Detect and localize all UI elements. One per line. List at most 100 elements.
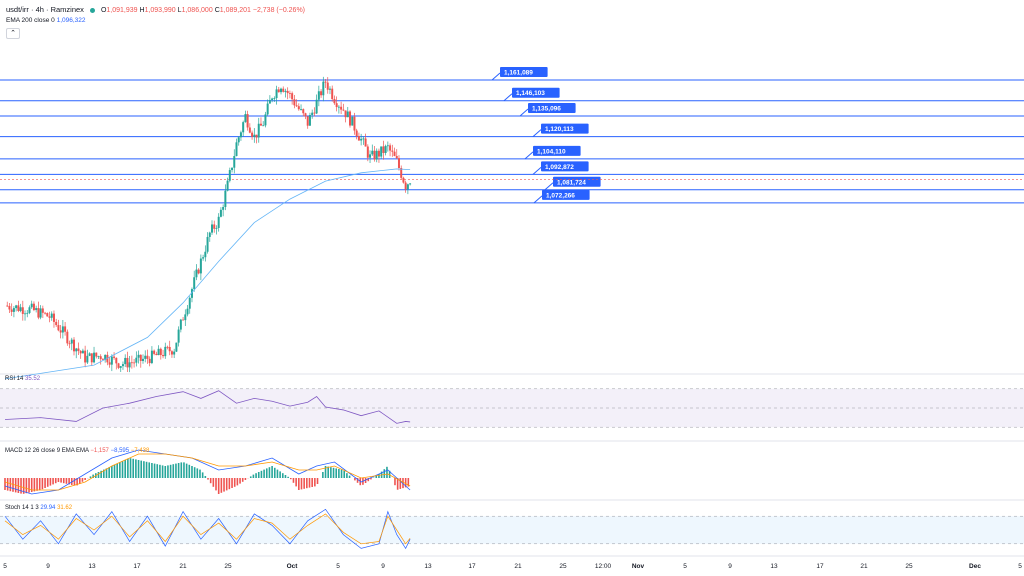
candle-body — [228, 170, 231, 181]
macd-histogram-bar — [161, 465, 164, 478]
candle-body — [157, 348, 160, 356]
candle-body — [99, 356, 102, 360]
x-tick-label: 21 — [860, 563, 868, 570]
candle-body — [213, 224, 216, 229]
candle-body — [404, 182, 407, 190]
candle-body — [304, 113, 307, 117]
x-tick-label: 25 — [905, 563, 913, 570]
macd-histogram-bar — [217, 478, 220, 494]
low-value: 1,086,000 — [181, 7, 213, 14]
candle-body — [275, 89, 278, 99]
macd-histogram-bar — [348, 475, 351, 478]
candle-body — [317, 91, 320, 100]
symbol-title[interactable]: usdt/irr · 4h · Ramzinex — [6, 5, 84, 14]
x-tick-label: 5 — [3, 563, 7, 570]
x-tick-label: 25 — [559, 563, 567, 570]
candle-body — [335, 103, 338, 108]
macd-histogram-bar — [185, 463, 188, 478]
candle-body — [190, 289, 193, 298]
candle-body — [235, 142, 238, 157]
candle-body — [93, 352, 96, 363]
candle-body — [295, 105, 298, 107]
macd-histogram-bar — [263, 469, 265, 478]
macd-histogram-bar — [303, 478, 305, 489]
candle-body — [351, 116, 354, 126]
macd-histogram-bar — [209, 478, 212, 484]
macd-histogram-bar — [292, 478, 295, 483]
chevron-up-icon[interactable]: ⌃ — [6, 28, 20, 39]
candle-body — [28, 307, 31, 313]
candle-body — [217, 216, 220, 228]
candle-body — [26, 312, 29, 314]
level-callout — [532, 129, 542, 138]
candle-body — [311, 112, 314, 116]
high-value: 1,093,990 — [144, 7, 176, 14]
candle-body — [406, 184, 409, 190]
macd-value: −8,595 — [110, 448, 130, 454]
macd-histogram-bar — [60, 478, 62, 483]
level-label: 1,161,089 — [504, 69, 533, 76]
macd-histogram-bar — [113, 464, 116, 478]
candle-body — [308, 115, 311, 126]
stoch-legend[interactable]: Stoch 14 1 3 29.94 31.62 — [5, 505, 73, 511]
macd-histogram-bar — [316, 478, 319, 484]
macd-histogram-bar — [265, 468, 268, 478]
candle-body — [237, 137, 240, 143]
macd-histogram-bar — [201, 472, 204, 478]
candle-body — [286, 90, 289, 94]
macd-histogram-bar — [57, 478, 60, 482]
level-label-bg — [533, 145, 581, 156]
candle-body — [297, 106, 300, 110]
macd-histogram-bar — [54, 478, 57, 484]
macd-histogram-bar — [30, 478, 33, 492]
candle-body — [255, 134, 258, 138]
candle-body — [117, 363, 120, 368]
candle-body — [90, 353, 93, 363]
candle-body — [277, 89, 280, 93]
candle-body — [380, 146, 383, 157]
macd-histogram-bar — [156, 464, 159, 478]
candle-body — [106, 354, 109, 363]
macd-histogram-bar — [108, 467, 110, 478]
candle-body — [384, 146, 387, 153]
candle-body — [226, 180, 229, 191]
level-callout — [532, 166, 542, 175]
macd-histogram-bar — [41, 478, 44, 490]
level-label-bg — [528, 102, 576, 113]
macd-histogram-bar — [281, 473, 284, 478]
macd-histogram-bar — [383, 469, 386, 478]
candle-body — [77, 348, 80, 351]
macd-histogram-bar — [137, 460, 140, 478]
macd-histogram-bar — [177, 463, 180, 478]
candle-body — [333, 99, 336, 104]
candle-body — [273, 98, 276, 99]
candle-body — [248, 127, 251, 133]
macd-histogram-bar — [73, 478, 76, 486]
macd-histogram-bar — [97, 472, 100, 478]
level-callout — [524, 151, 534, 160]
candle-body — [119, 366, 122, 368]
candle-body — [135, 357, 138, 363]
macd-legend[interactable]: MACD 12 26 close 9 EMA EMA −1,157 −8,595… — [5, 448, 150, 454]
macd-histogram-bar — [193, 467, 196, 478]
x-tick-label: 5 — [336, 563, 340, 570]
candle-body — [24, 313, 27, 315]
macd-histogram-bar — [81, 478, 84, 482]
level-label: 1,120,113 — [545, 126, 574, 133]
candle-body — [139, 354, 142, 361]
macd-histogram-bar — [335, 468, 338, 478]
candle-body — [315, 99, 318, 114]
rsi-legend[interactable]: RSI 14 35.52 — [5, 376, 41, 382]
candle-body — [166, 346, 169, 348]
ema-legend[interactable]: EMA 200 close 0 1,096,322 — [6, 17, 86, 24]
macd-histogram-bar — [116, 463, 118, 478]
candle-body — [353, 116, 356, 131]
macd-histogram-bar — [52, 478, 54, 485]
macd-histogram-bar — [151, 463, 153, 478]
macd-histogram-bar — [89, 476, 92, 478]
candle-body — [101, 359, 104, 360]
macd-histogram-bar — [249, 476, 252, 478]
candle-body — [324, 81, 327, 83]
macd-histogram-bar — [322, 472, 324, 478]
